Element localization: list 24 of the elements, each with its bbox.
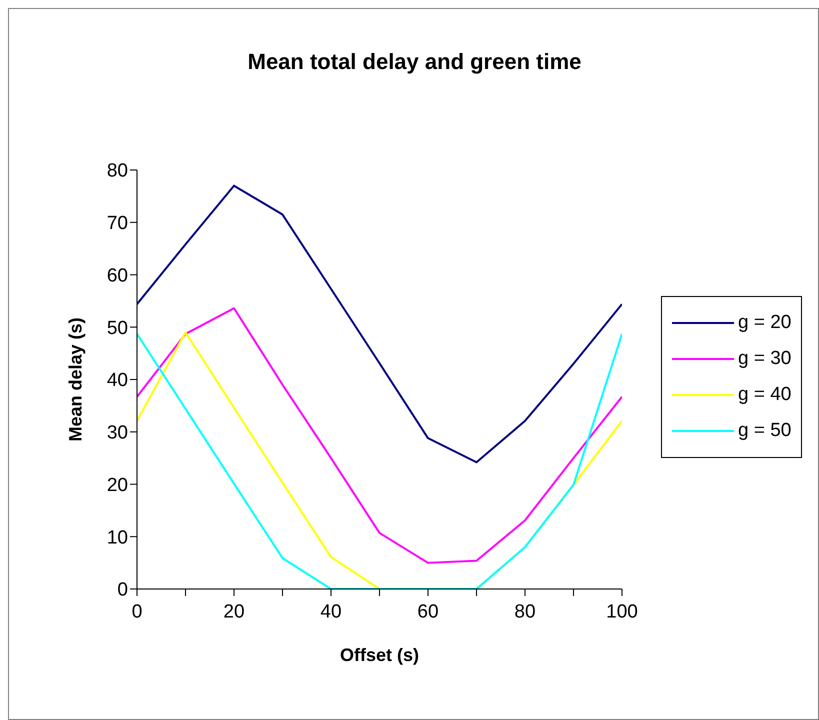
legend-label: g = 40	[738, 384, 792, 406]
x-tick-label: 0	[132, 601, 142, 622]
line-series	[137, 307, 622, 564]
x-axis-title: Offset (s)	[340, 645, 420, 665]
y-tick-label: 30	[106, 422, 128, 444]
y-axis-title: Mean delay (s)	[65, 317, 86, 442]
y-tick-label: 20	[106, 474, 128, 496]
x-tick-label: 80	[514, 601, 536, 622]
x-tick-label: 100	[606, 601, 638, 622]
legend-label: g = 20	[738, 312, 792, 334]
legend-label: g = 30	[738, 348, 792, 370]
x-tick-label: 60	[417, 601, 439, 622]
y-tick-label: 10	[106, 527, 128, 548]
chart-title: Mean total delay and green time	[246, 49, 582, 75]
y-tick-label: 0	[117, 580, 128, 601]
x-tick-label: 40	[320, 601, 342, 622]
y-tick-label: 80	[106, 160, 128, 182]
x-tick-label: 20	[223, 601, 245, 622]
y-tick-label: 40	[106, 370, 128, 392]
legend-label: g = 50	[738, 420, 792, 442]
y-tick-label: 50	[106, 318, 128, 339]
y-tick-label: 70	[106, 213, 128, 234]
y-tick-label: 60	[106, 265, 128, 286]
line-series	[137, 184, 622, 464]
